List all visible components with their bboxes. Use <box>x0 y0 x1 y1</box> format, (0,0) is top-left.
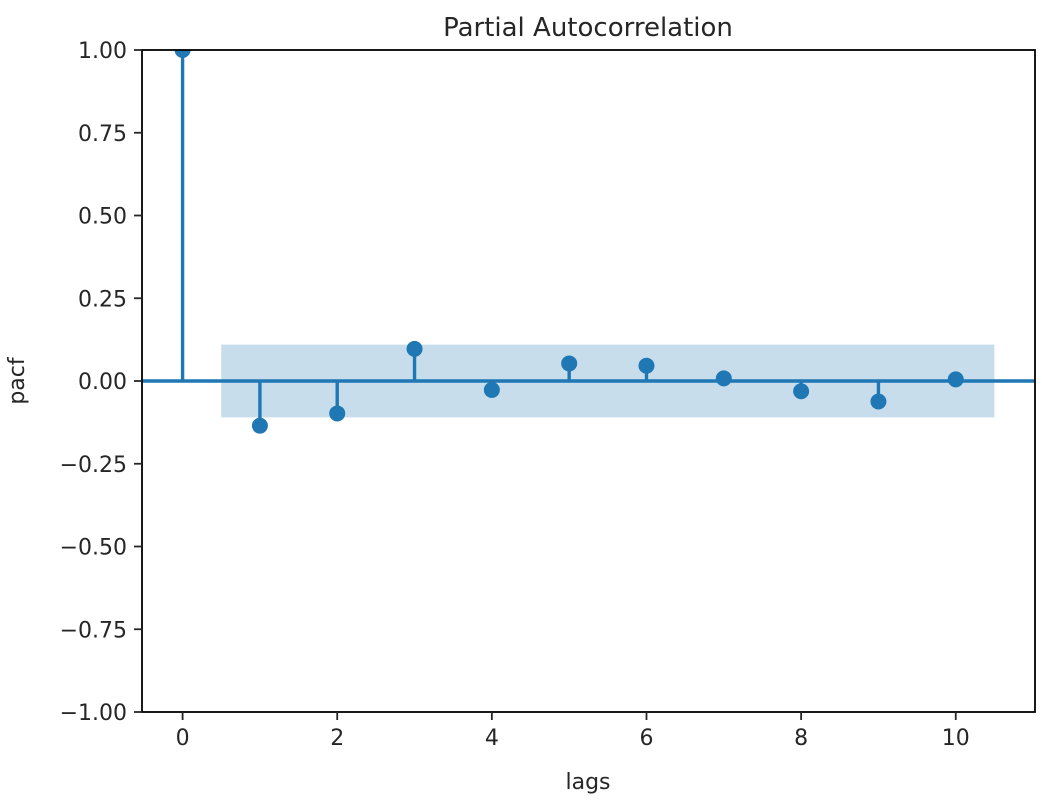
x-tick-label: 8 <box>794 726 808 751</box>
stem-marker <box>638 357 655 374</box>
y-tick-label: −0.25 <box>60 453 127 478</box>
x-axis-label: lags <box>565 770 610 795</box>
stem-marker <box>715 370 732 387</box>
stem-marker <box>329 405 346 422</box>
stem-marker <box>251 417 268 434</box>
x-tick-label: 6 <box>639 726 653 751</box>
stem-marker <box>793 383 810 400</box>
x-tick-label: 0 <box>176 726 190 751</box>
stem-marker <box>174 50 191 58</box>
plot-clip-group <box>142 50 1035 434</box>
y-tick-label: 0.75 <box>78 122 127 147</box>
stem-marker <box>483 381 500 398</box>
x-tick-label: 2 <box>330 726 344 751</box>
stem-marker <box>870 393 887 410</box>
y-tick-label: −0.75 <box>60 618 127 643</box>
y-tick-label: −1.00 <box>60 701 127 726</box>
y-axis-label: pacf <box>5 356 30 405</box>
stem-marker <box>947 371 964 388</box>
y-tick-label: 0.50 <box>78 205 127 230</box>
x-tick-label: 10 <box>942 726 970 751</box>
plot-area: 1.00 0.75 0.50 0.25 0.00 −0.25 −0.50 −0.75 −1.00… <box>60 39 1036 751</box>
y-tick-label: 0.00 <box>78 370 127 395</box>
y-tick-label: −0.50 <box>60 536 127 561</box>
stem-marker <box>406 340 423 357</box>
stem-marker <box>561 355 578 372</box>
chart-title: Partial Autocorrelation <box>443 13 733 43</box>
x-tick-label: 4 <box>485 726 499 751</box>
y-tick-label: 1.00 <box>78 39 127 64</box>
y-tick-label: 0.25 <box>78 287 127 312</box>
